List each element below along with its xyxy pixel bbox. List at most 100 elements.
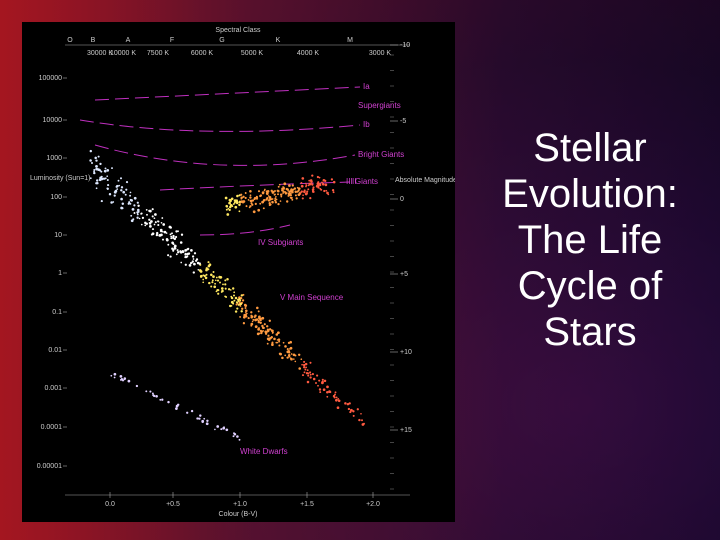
star xyxy=(323,189,326,193)
star xyxy=(120,197,123,201)
star xyxy=(266,342,269,345)
star xyxy=(256,332,260,336)
temperature: 10000 K xyxy=(110,50,136,57)
spectral-class: F xyxy=(170,37,174,44)
star xyxy=(234,310,238,313)
star xyxy=(216,289,219,292)
star xyxy=(132,218,135,221)
star xyxy=(176,403,180,407)
star xyxy=(301,374,305,377)
star xyxy=(304,368,307,371)
star xyxy=(271,330,274,333)
star xyxy=(304,362,308,366)
star xyxy=(119,378,123,381)
star xyxy=(313,191,315,193)
star xyxy=(107,184,110,187)
star xyxy=(262,207,265,210)
star xyxy=(303,366,306,369)
star xyxy=(268,319,271,322)
star xyxy=(324,183,328,187)
star xyxy=(152,394,155,397)
star xyxy=(271,331,274,334)
spectral-class: K xyxy=(276,37,281,44)
star xyxy=(110,201,113,204)
slide-title: Stellar Evolution: The Life Cycle of Stars xyxy=(470,125,710,355)
star xyxy=(233,299,236,302)
star xyxy=(227,207,230,210)
star xyxy=(151,392,154,395)
star xyxy=(265,192,269,195)
star xyxy=(216,279,220,282)
star xyxy=(267,334,270,337)
star xyxy=(205,422,209,426)
star xyxy=(216,425,220,428)
star xyxy=(148,221,151,224)
star xyxy=(186,248,189,251)
colour-tick: +0.5 xyxy=(166,501,180,508)
star xyxy=(228,208,231,212)
star xyxy=(244,307,247,309)
star xyxy=(309,182,312,185)
star xyxy=(347,407,351,411)
star xyxy=(108,192,112,196)
star xyxy=(228,205,232,209)
star xyxy=(280,195,283,198)
star xyxy=(184,249,187,252)
class-curve xyxy=(94,144,356,166)
star xyxy=(259,194,263,197)
spectral-heading: Spectral Class xyxy=(215,27,261,34)
star xyxy=(308,179,311,182)
star xyxy=(296,186,299,189)
luminosity-tick: 0.001 xyxy=(44,385,62,392)
star xyxy=(145,222,149,226)
star xyxy=(271,190,275,194)
star xyxy=(93,168,96,172)
star xyxy=(295,197,298,200)
star xyxy=(249,196,252,199)
star xyxy=(230,295,233,298)
temperature: 6000 K xyxy=(191,50,214,57)
star xyxy=(113,376,116,379)
star xyxy=(348,402,351,405)
star xyxy=(289,194,293,197)
star xyxy=(336,406,340,410)
star xyxy=(275,195,277,198)
star xyxy=(279,200,282,202)
star xyxy=(244,304,248,307)
star xyxy=(225,204,228,208)
star xyxy=(288,192,291,195)
star xyxy=(321,181,323,184)
star xyxy=(228,304,232,308)
class-curve xyxy=(199,224,291,236)
star xyxy=(193,262,196,266)
star xyxy=(169,255,172,258)
star xyxy=(331,189,335,192)
star xyxy=(235,301,238,304)
star xyxy=(269,197,272,201)
colour-title: Colour (B-V) xyxy=(219,511,258,518)
star xyxy=(274,197,277,200)
star xyxy=(236,435,239,438)
star xyxy=(257,310,260,313)
star xyxy=(208,263,212,267)
star xyxy=(325,189,328,192)
star xyxy=(99,162,102,166)
star xyxy=(266,328,270,331)
star xyxy=(233,291,236,294)
star xyxy=(187,252,191,255)
star xyxy=(172,243,175,246)
star xyxy=(264,330,268,334)
luminosity-tick: 100 xyxy=(50,194,62,201)
star xyxy=(249,190,252,193)
luminosity-tick: 0.0001 xyxy=(41,424,63,431)
star xyxy=(344,402,347,405)
star xyxy=(250,202,253,205)
star xyxy=(326,395,329,398)
star xyxy=(248,206,251,209)
star xyxy=(135,384,139,388)
star xyxy=(129,194,132,197)
star xyxy=(254,318,257,322)
star xyxy=(199,414,202,417)
star xyxy=(106,169,110,172)
